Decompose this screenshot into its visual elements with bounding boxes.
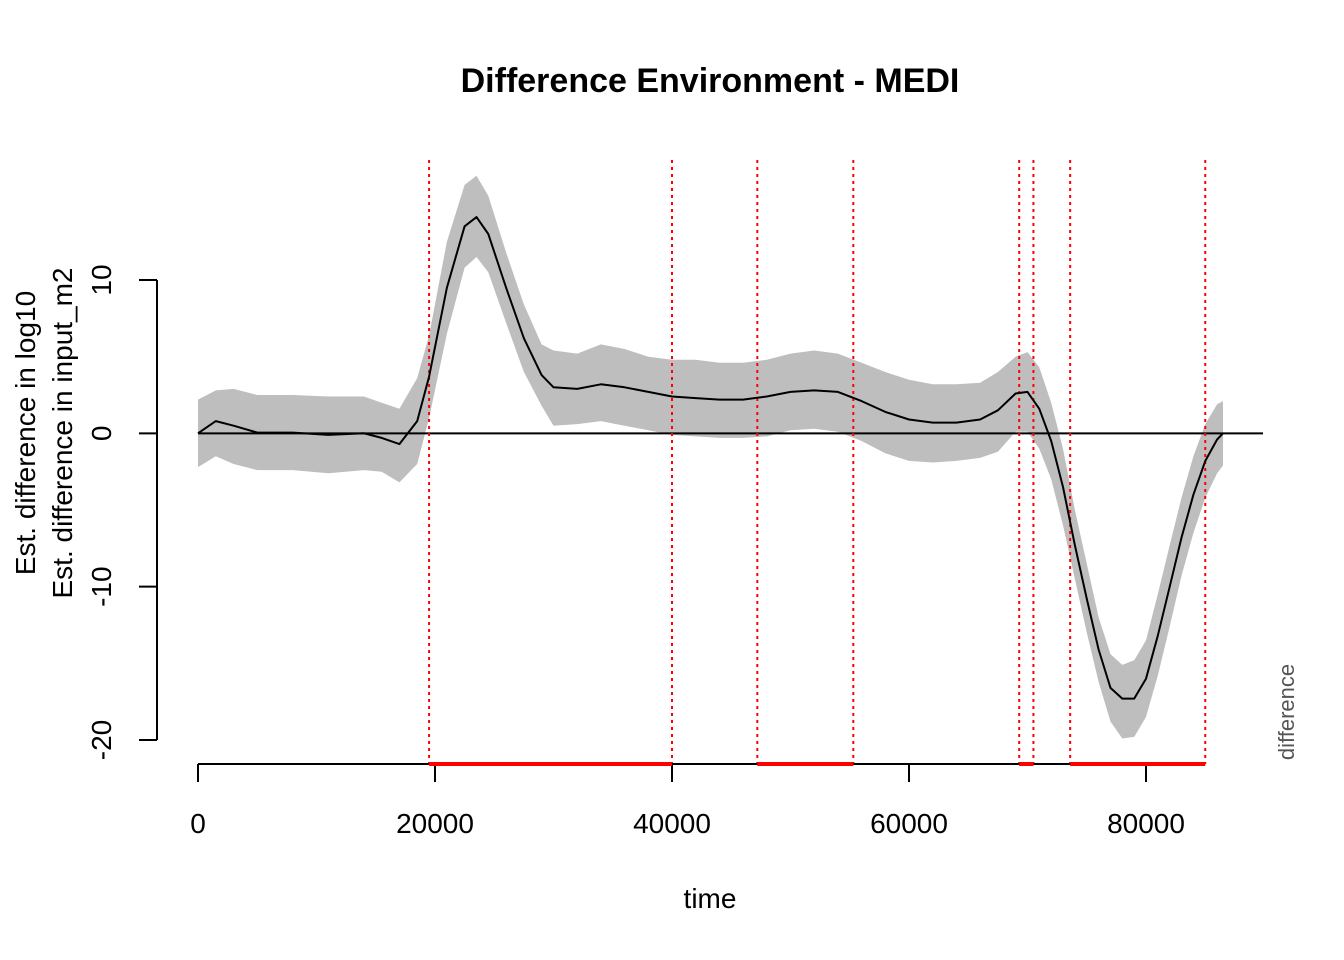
- x-axis-label: time: [684, 883, 737, 914]
- chart-title: Difference Environment - MEDI: [461, 62, 960, 100]
- x-tick-label-0: 0: [190, 808, 206, 839]
- confidence-band: [198, 175, 1223, 739]
- y-axis-label-line-1: Est. difference in log10: [10, 291, 41, 575]
- x-tick-label-3: 60000: [870, 808, 948, 839]
- estimate-line: [197, 216, 1224, 700]
- side-label: difference: [1274, 664, 1299, 760]
- y-tick-label-1: -10: [86, 566, 117, 606]
- y-tick-label-0: -20: [86, 720, 117, 760]
- plot-area: 0 20000 40000 60000 80000 -20 -10 0 10: [86, 160, 1263, 839]
- x-tick-label-2: 40000: [633, 808, 711, 839]
- x-tick-label-1: 20000: [396, 808, 474, 839]
- y-tick-label-2: 0: [86, 426, 117, 442]
- y-axis-label-line-2: Est. difference in input_m2: [47, 267, 78, 598]
- x-tick-label-4: 80000: [1107, 808, 1185, 839]
- y-tick-label-3: 10: [86, 264, 117, 295]
